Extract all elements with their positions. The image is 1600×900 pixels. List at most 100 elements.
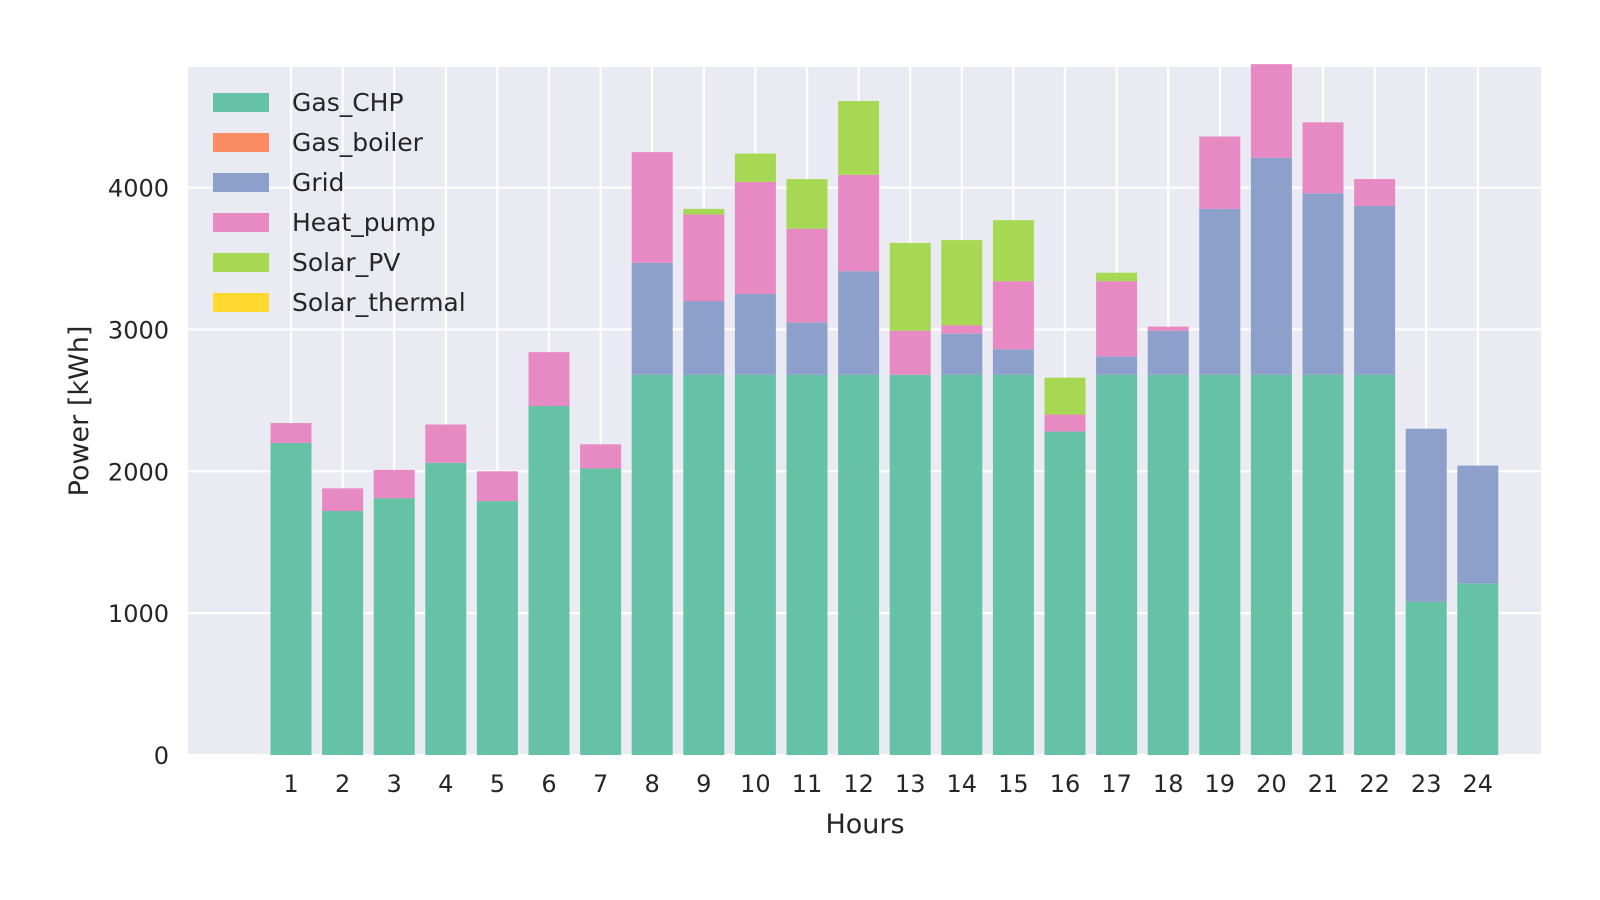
- legend-label: Gas_boiler: [292, 128, 424, 157]
- x-tick-label: 5: [490, 770, 505, 798]
- x-tick-label: 19: [1205, 770, 1236, 798]
- x-tick-label: 17: [1101, 770, 1132, 798]
- x-tick-label: 2: [335, 770, 350, 798]
- legend-label: Solar_PV: [292, 248, 400, 277]
- bar-grid: [1199, 208, 1241, 375]
- bar-heat-pump: [322, 488, 364, 512]
- bar-heat-pump: [1147, 326, 1189, 331]
- legend: Gas_CHP Gas_boiler Grid Heat_pump Solar_PV So…: [213, 88, 466, 317]
- x-tick-label: 9: [696, 770, 711, 798]
- y-tick-label: 4000: [108, 175, 169, 203]
- x-tick-label: 24: [1463, 770, 1494, 798]
- bar-gas-chp: [270, 442, 312, 755]
- x-tick-label: 21: [1308, 770, 1339, 798]
- bar-heat-pump: [631, 152, 673, 263]
- bar-heat-pump: [373, 469, 415, 499]
- bar-heat-pump: [1096, 281, 1138, 357]
- bar-gas-chp: [889, 374, 931, 755]
- bar-gas-chp: [1354, 374, 1396, 755]
- bar-solar-pv: [941, 240, 983, 326]
- bar-heat-pump: [476, 471, 518, 502]
- bar-heat-pump: [1250, 64, 1292, 158]
- y-tick-label: 0: [154, 742, 169, 770]
- x-axis-label: Hours: [825, 809, 904, 840]
- bar-grid: [631, 262, 673, 375]
- x-tick-label: 20: [1256, 770, 1287, 798]
- bar-gas-chp: [1147, 374, 1189, 755]
- y-tick-label: 2000: [108, 458, 169, 486]
- bar-heat-pump: [889, 330, 931, 375]
- bar-grid: [786, 322, 828, 375]
- x-tick-label: 13: [895, 770, 926, 798]
- bar-gas-chp: [941, 374, 983, 755]
- bar-grid: [992, 349, 1034, 375]
- bar-heat-pump: [1354, 179, 1396, 207]
- legend-swatch: [213, 253, 269, 272]
- bar-grid: [1147, 330, 1189, 375]
- x-tick-label: 4: [438, 770, 453, 798]
- bar-gas-chp: [580, 468, 622, 755]
- x-tick-label: 23: [1411, 770, 1442, 798]
- legend-swatch: [213, 293, 269, 312]
- x-tick-label: 7: [593, 770, 608, 798]
- x-tick-label: 14: [947, 770, 978, 798]
- legend-swatch: [213, 173, 269, 192]
- bar-grid: [1457, 465, 1499, 584]
- bar-grid: [1096, 356, 1138, 375]
- x-tick-label: 12: [843, 770, 874, 798]
- bar-gas-chp: [476, 501, 518, 755]
- bar-gas-chp: [786, 374, 828, 755]
- bar-heat-pump: [992, 281, 1034, 350]
- x-tick-label: 1: [283, 770, 298, 798]
- bar-grid: [838, 271, 880, 375]
- legend-swatch: [213, 133, 269, 152]
- bar-gas-chp: [1044, 431, 1086, 755]
- x-tick-label: 6: [541, 770, 556, 798]
- bar-heat-pump: [1302, 122, 1344, 194]
- bar-solar-pv: [1096, 272, 1138, 282]
- x-tick-label: 10: [740, 770, 771, 798]
- bar-gas-chp: [1199, 374, 1241, 755]
- bar-gas-chp: [838, 374, 880, 755]
- bar-gas-chp: [322, 511, 364, 755]
- bar-gas-chp: [528, 406, 570, 755]
- x-tick-label: 3: [387, 770, 402, 798]
- bar-heat-pump: [838, 174, 880, 272]
- bar-gas-chp: [734, 374, 776, 755]
- bar-gas-chp: [1405, 601, 1447, 755]
- legend-label: Grid: [292, 168, 344, 197]
- x-tick-label: 22: [1359, 770, 1390, 798]
- bar-solar-pv: [734, 153, 776, 182]
- bar-gas-chp: [992, 374, 1034, 755]
- bar-heat-pump: [425, 424, 467, 463]
- legend-label: Solar_thermal: [292, 288, 466, 317]
- bar-gas-chp: [1096, 374, 1138, 755]
- bar-grid: [941, 333, 983, 375]
- x-tick-label: 15: [998, 770, 1029, 798]
- x-tick-labels: 1 2 3 4 5 6 7 8 9 10 11 12 13 14 15 16 17 18 19 20 21 22 23 24: [283, 770, 1493, 798]
- legend-swatch: [213, 93, 269, 112]
- bar-grid: [1302, 193, 1344, 375]
- bar-gas-chp: [425, 462, 467, 755]
- legend-swatch: [213, 213, 269, 232]
- bar-heat-pump: [734, 181, 776, 294]
- legend-label: Heat_pump: [292, 208, 436, 237]
- bar-heat-pump: [941, 325, 983, 334]
- bars: [270, 64, 1499, 755]
- bar-solar-pv: [838, 101, 880, 175]
- bar-heat-pump: [270, 423, 312, 443]
- bar-heat-pump: [528, 352, 570, 407]
- bar-heat-pump: [786, 228, 828, 323]
- bar-gas-chp: [683, 374, 725, 755]
- bar-gas-chp: [1457, 583, 1499, 755]
- bar-grid: [1354, 206, 1396, 375]
- bar-grid: [683, 301, 725, 375]
- bar-heat-pump: [1044, 414, 1086, 432]
- bar-heat-pump: [683, 214, 725, 302]
- bar-solar-pv: [683, 208, 725, 215]
- x-tick-label: 18: [1153, 770, 1184, 798]
- x-tick-label: 16: [1050, 770, 1081, 798]
- bar-grid: [734, 293, 776, 375]
- bar-heat-pump: [580, 444, 622, 469]
